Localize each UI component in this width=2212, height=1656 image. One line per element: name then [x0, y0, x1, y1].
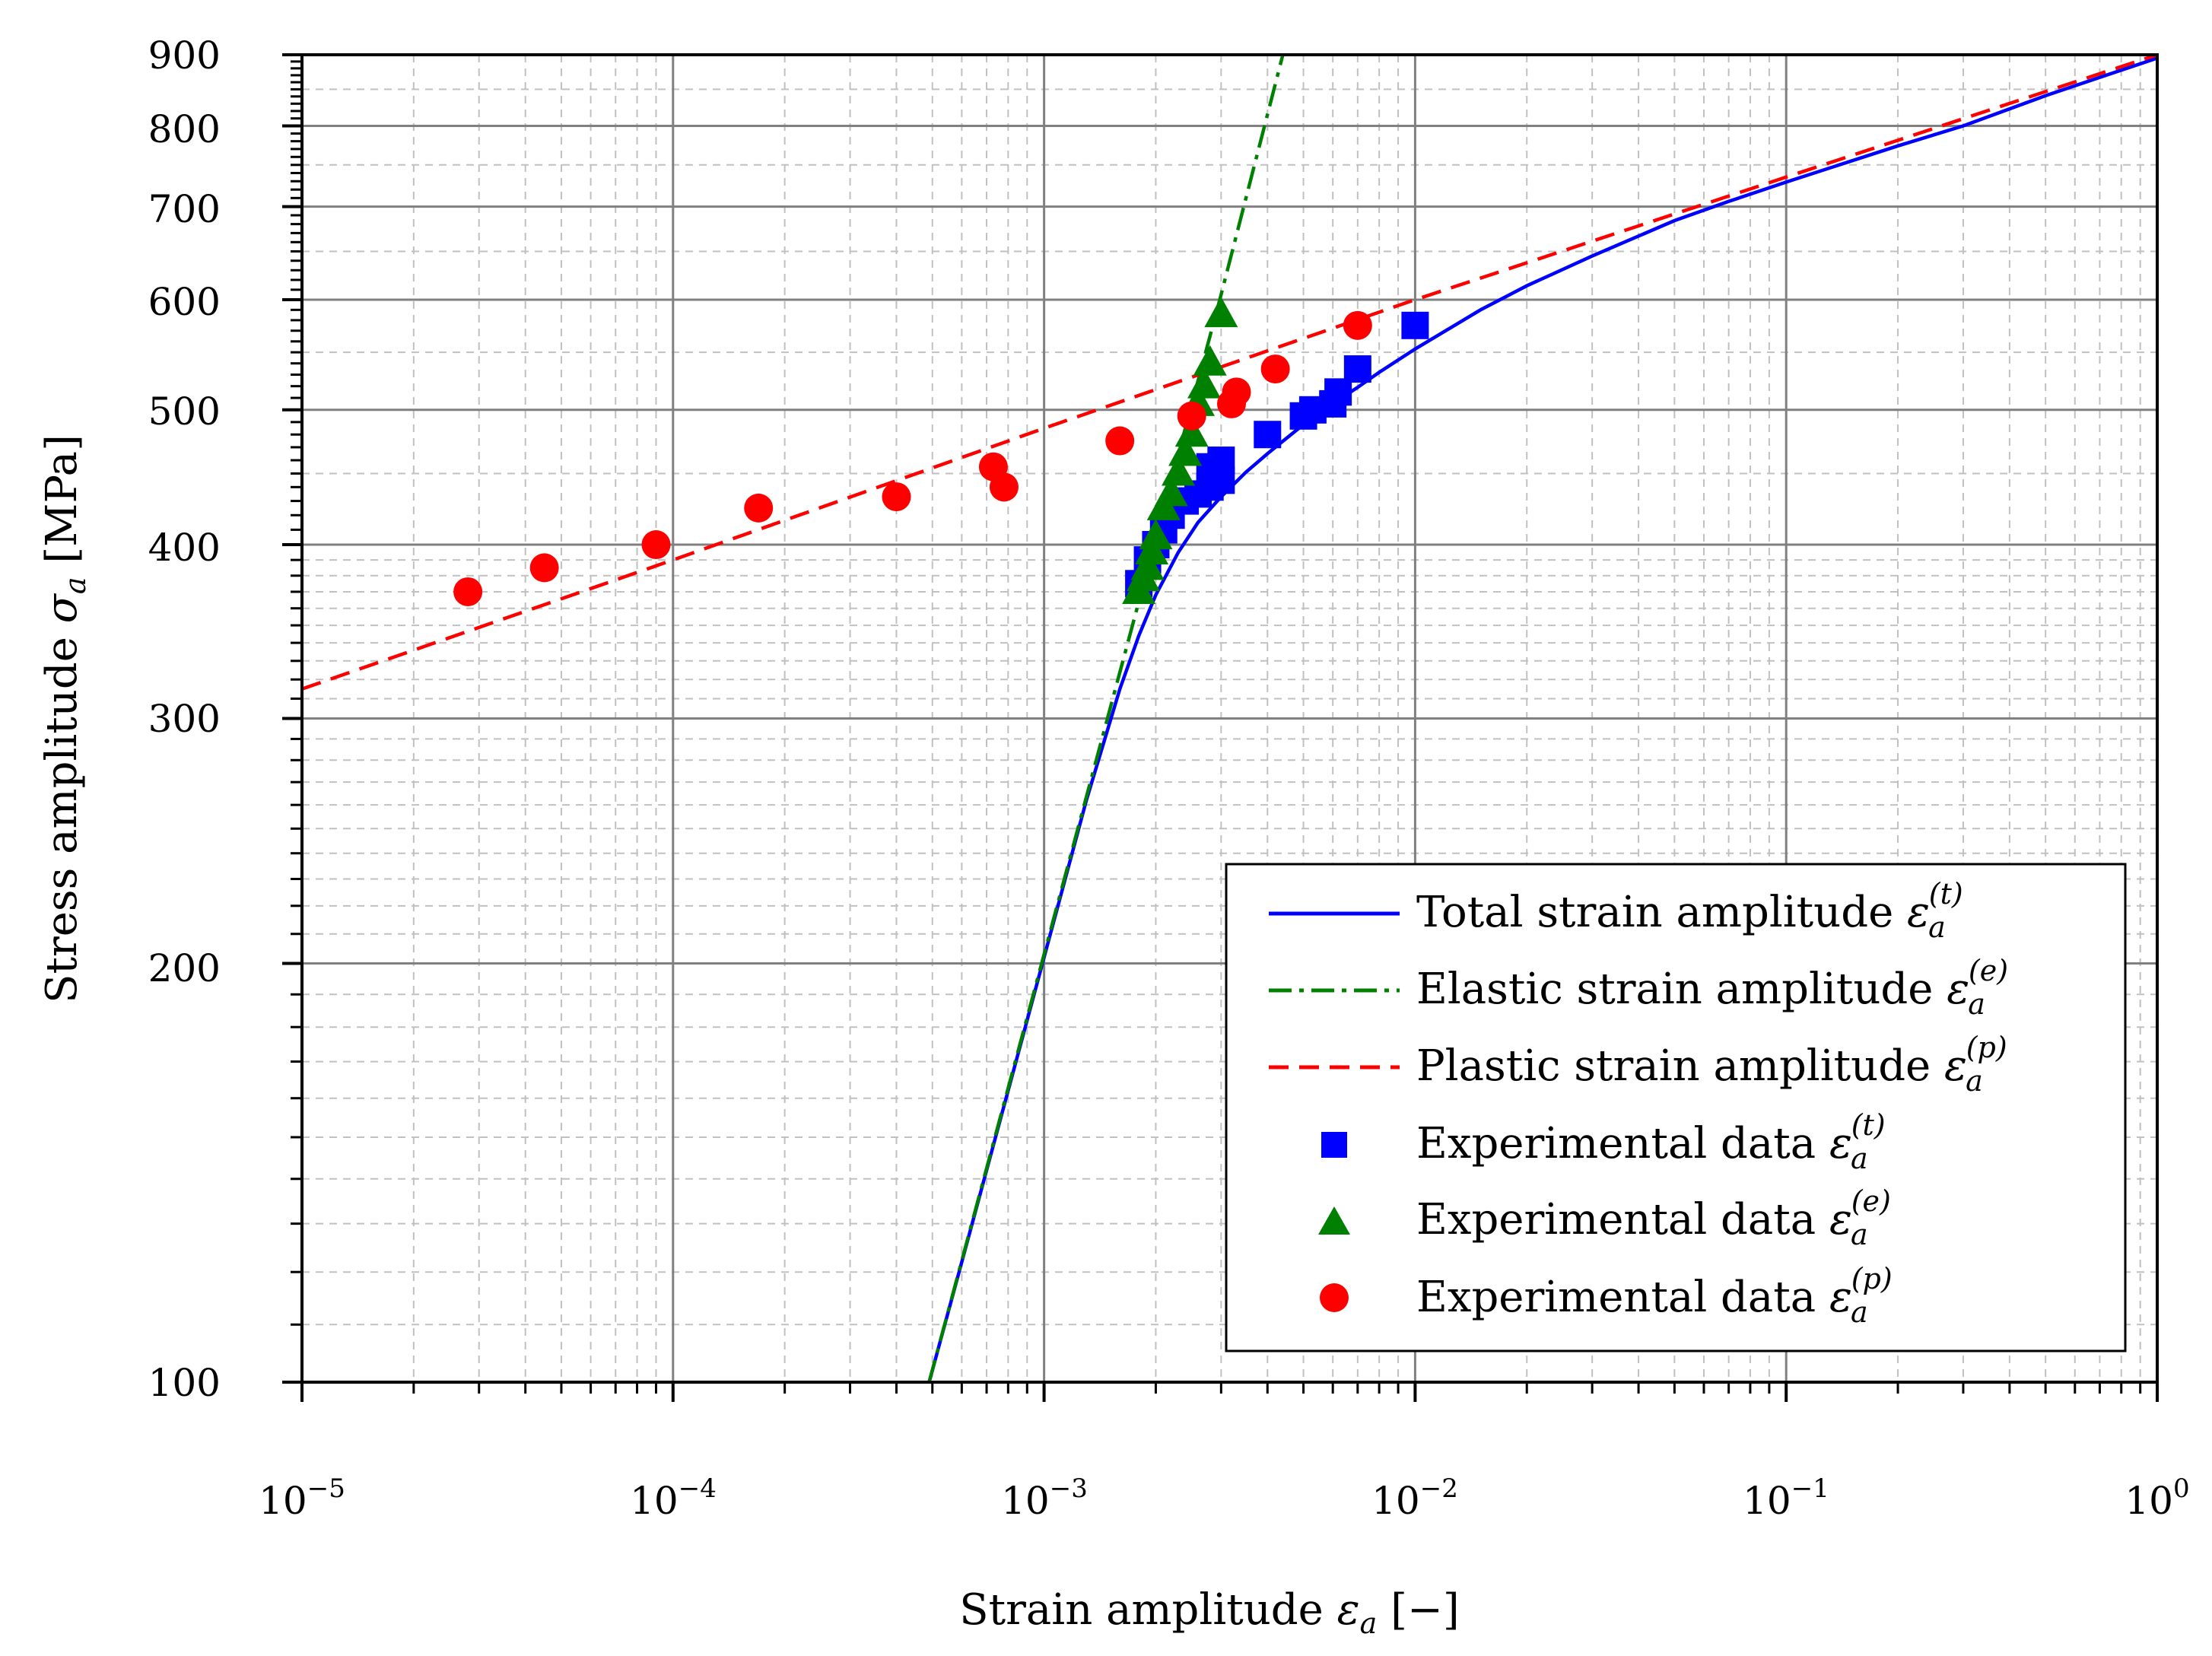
data-point-circle	[453, 577, 483, 606]
y-axis-label: Stress amplitude σa [MPa]	[37, 434, 92, 1003]
y-tick-label: 300	[148, 697, 221, 741]
data-point-square	[1254, 421, 1282, 449]
x-tick-label: 10−3	[1001, 1473, 1088, 1523]
data-point-circle	[1177, 401, 1206, 431]
data-point-triangle	[1174, 416, 1209, 447]
data-point-triangle	[1162, 455, 1196, 486]
data-point-square	[1324, 378, 1352, 406]
y-tick-label: 500	[148, 389, 221, 434]
y-tick-label: 400	[148, 526, 221, 570]
x-tick-label: 100	[2125, 1473, 2189, 1523]
y-tick-labels: 100 200 300 400 500 600 700 800 900	[148, 33, 221, 1405]
y-tick-label: 200	[148, 946, 221, 990]
legend: Total strain amplitude εa(t) Elastic str…	[1225, 863, 2127, 1352]
axis-ticks	[282, 53, 2159, 1402]
x-tick-label: 10−5	[259, 1473, 345, 1523]
data-point-triangle	[1168, 435, 1203, 466]
x-tick-label: 10−1	[1743, 1473, 1829, 1523]
legend-label-exp-plastic: Experimental data εa(p)	[1416, 1262, 1893, 1329]
legend-label-plastic: Plastic strain amplitude εa(p)	[1416, 1031, 2007, 1098]
legend-label-exp-total: Experimental data εa(t)	[1416, 1108, 1886, 1175]
data-point-square	[1401, 311, 1429, 339]
y-tick-label: 900	[148, 33, 221, 78]
data-point-circle	[1260, 354, 1290, 384]
data-point-circle	[641, 530, 671, 560]
legend-label-total: Total strain amplitude εa(t)	[1416, 877, 1963, 944]
data-point-circle	[529, 553, 559, 583]
data-point-circle	[989, 472, 1019, 502]
legend-swatch-triangle-marker	[1318, 1206, 1350, 1235]
data-point-circle	[1343, 310, 1372, 340]
data-point-circle	[1105, 426, 1135, 456]
legend-label-exp-elastic: Experimental data εa(e)	[1416, 1184, 1891, 1251]
data-point-triangle	[1139, 519, 1173, 550]
y-tick-label: 700	[148, 187, 221, 231]
y-tick-label: 600	[148, 280, 221, 324]
legend-label-elastic: Elastic strain amplitude εa(e)	[1416, 954, 2008, 1021]
plastic-strain-line	[302, 55, 2157, 691]
y-tick-label: 800	[148, 107, 221, 151]
legend-box	[1225, 863, 2127, 1352]
x-tick-labels: 10−5 10−4 10−3 10−2 10−1 100	[259, 1473, 2190, 1523]
series-layer	[302, 55, 2157, 1382]
data-point-circle	[882, 482, 911, 512]
data-point-triangle	[1193, 345, 1227, 376]
data-point-circle	[1222, 377, 1251, 407]
x-tick-label: 10−4	[630, 1473, 717, 1523]
data-point-triangle	[1130, 549, 1165, 580]
x-tick-label: 10−2	[1371, 1473, 1458, 1523]
legend-swatch-square-marker	[1321, 1132, 1347, 1158]
data-point-square	[1343, 355, 1371, 383]
legend-swatch-circle-marker	[1320, 1283, 1349, 1312]
data-point-triangle	[1154, 475, 1188, 507]
y-tick-label: 100	[148, 1361, 221, 1405]
data-point-triangle	[1204, 297, 1238, 328]
data-point-circle	[744, 493, 774, 523]
x-axis-label: Strain amplitude εa [−]	[959, 1585, 1459, 1640]
data-point-triangle	[1187, 367, 1222, 399]
data-point-square	[1207, 447, 1235, 475]
